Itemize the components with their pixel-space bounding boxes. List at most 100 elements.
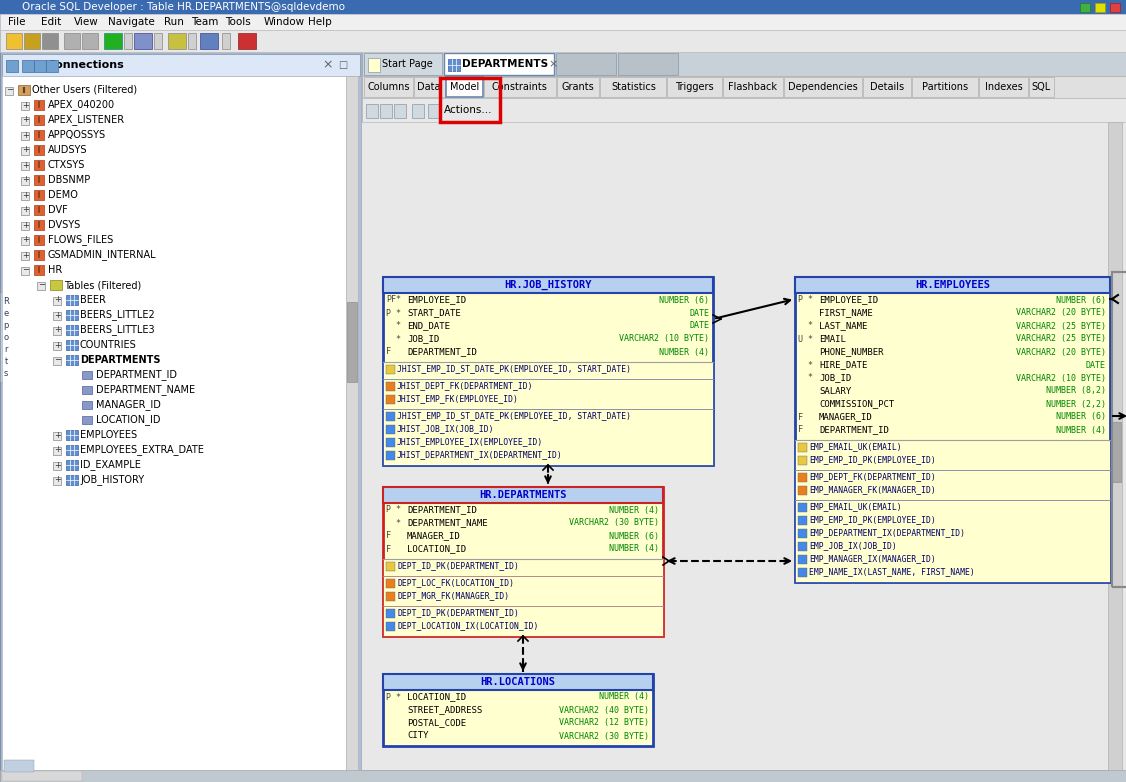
Text: LOCATION_ID: LOCATION_ID xyxy=(96,414,161,425)
Text: HR.EMPLOYEES: HR.EMPLOYEES xyxy=(915,280,990,290)
Text: JHIST_EMP_FK(EMPLOYEE_ID): JHIST_EMP_FK(EMPLOYEE_ID) xyxy=(397,394,519,404)
Text: FLOWS_FILES: FLOWS_FILES xyxy=(48,235,114,246)
Text: −: − xyxy=(23,266,29,274)
Text: END_DATE: END_DATE xyxy=(406,321,450,331)
Text: +: + xyxy=(54,325,61,335)
Bar xyxy=(188,33,196,49)
Text: DATE: DATE xyxy=(1085,361,1106,370)
Bar xyxy=(347,302,357,382)
Bar xyxy=(21,237,29,245)
Bar xyxy=(383,576,663,606)
Bar xyxy=(53,447,61,455)
Text: +: + xyxy=(54,296,61,304)
Text: NUMBER (4): NUMBER (4) xyxy=(609,544,659,554)
Text: START_DATE: START_DATE xyxy=(406,309,461,317)
Bar xyxy=(21,102,29,110)
Text: Edit: Edit xyxy=(42,17,62,27)
Bar xyxy=(34,160,44,170)
Text: DEPARTMENTS: DEPARTMENTS xyxy=(80,355,161,365)
Text: Help: Help xyxy=(309,17,332,27)
Text: Flashback: Flashback xyxy=(729,82,777,92)
Text: EMP_NAME_IX(LAST_NAME, FIRST_NAME): EMP_NAME_IX(LAST_NAME, FIRST_NAME) xyxy=(808,568,975,576)
Bar xyxy=(428,104,440,118)
Text: EMP_MANAGER_IX(MANAGER_ID): EMP_MANAGER_IX(MANAGER_ID) xyxy=(808,554,936,564)
Text: HR.DEPARTMENTS: HR.DEPARTMENTS xyxy=(480,490,566,500)
Bar xyxy=(34,235,44,245)
Text: BEERS_LITTLE2: BEERS_LITTLE2 xyxy=(80,310,154,321)
Bar xyxy=(53,312,61,320)
Bar xyxy=(361,98,1126,122)
Bar xyxy=(444,53,554,75)
Text: JHIST_DEPARTMENT_IX(DEPARTMENT_ID): JHIST_DEPARTMENT_IX(DEPARTMENT_ID) xyxy=(397,450,563,460)
Text: Connections: Connections xyxy=(48,60,125,70)
Text: NUMBER (4): NUMBER (4) xyxy=(599,693,649,701)
Bar xyxy=(0,0,1126,14)
Text: *: * xyxy=(386,518,401,528)
Text: □: □ xyxy=(338,60,347,70)
Bar xyxy=(34,145,44,155)
Text: DEPARTMENT_ID: DEPARTMENT_ID xyxy=(406,347,477,357)
Text: Details: Details xyxy=(870,82,904,92)
Bar xyxy=(383,409,713,465)
Text: ×: × xyxy=(548,59,557,69)
Bar xyxy=(863,77,911,97)
Text: Constraints: Constraints xyxy=(492,82,547,92)
Text: LAST_NAME: LAST_NAME xyxy=(819,321,867,331)
Bar xyxy=(1080,3,1090,12)
Bar xyxy=(21,117,29,125)
Text: EMP_JOB_IX(JOB_ID): EMP_JOB_IX(JOB_ID) xyxy=(808,541,896,551)
Text: F: F xyxy=(386,532,401,540)
Bar xyxy=(448,59,461,71)
Bar xyxy=(798,529,807,538)
Bar xyxy=(361,770,1108,782)
Text: +: + xyxy=(23,131,29,139)
Bar xyxy=(798,542,807,551)
Bar xyxy=(34,220,44,230)
Text: VARCHAR2 (20 BYTE): VARCHAR2 (20 BYTE) xyxy=(1016,309,1106,317)
Text: APEX_LISTENER: APEX_LISTENER xyxy=(48,114,125,125)
Bar xyxy=(0,0,1126,14)
Text: +: + xyxy=(54,475,61,485)
Bar xyxy=(386,562,395,571)
Text: p: p xyxy=(3,321,9,331)
Text: JHIST_EMPLOYEE_IX(EMPLOYEE_ID): JHIST_EMPLOYEE_IX(EMPLOYEE_ID) xyxy=(397,437,543,447)
Bar xyxy=(6,60,18,72)
Text: HR: HR xyxy=(48,265,62,275)
Text: NUMBER (6): NUMBER (6) xyxy=(1056,296,1106,304)
Text: Data: Data xyxy=(418,82,441,92)
Text: Team: Team xyxy=(191,17,218,27)
Text: P *: P * xyxy=(386,309,401,317)
Text: +: + xyxy=(23,160,29,170)
Bar xyxy=(2,54,360,76)
Bar xyxy=(798,456,807,465)
Text: VARCHAR2 (25 BYTE): VARCHAR2 (25 BYTE) xyxy=(1016,321,1106,331)
Text: NUMBER (4): NUMBER (4) xyxy=(659,347,709,357)
Bar xyxy=(46,60,59,72)
Text: Dependencies: Dependencies xyxy=(788,82,858,92)
Bar xyxy=(34,265,44,275)
Bar xyxy=(386,579,395,588)
Text: Tools: Tools xyxy=(224,17,250,27)
Bar xyxy=(66,475,78,485)
Bar xyxy=(104,33,122,49)
Text: Triggers: Triggers xyxy=(676,82,714,92)
Text: −: − xyxy=(6,85,14,95)
Text: STREET_ADDRESS: STREET_ADDRESS xyxy=(406,705,482,715)
Bar xyxy=(368,58,379,72)
Text: NUMBER (6): NUMBER (6) xyxy=(609,532,659,540)
Text: DEPT_LOC_FK(LOCATION_ID): DEPT_LOC_FK(LOCATION_ID) xyxy=(397,579,513,587)
Text: CTXSYS: CTXSYS xyxy=(48,160,86,170)
Bar xyxy=(798,503,807,512)
Bar xyxy=(21,192,29,200)
Bar xyxy=(5,760,34,772)
Bar xyxy=(34,60,46,72)
Text: Tables (Filtered): Tables (Filtered) xyxy=(64,280,141,290)
Text: Run: Run xyxy=(164,17,184,27)
Bar xyxy=(383,487,663,503)
Text: DEPARTMENT_NAME: DEPARTMENT_NAME xyxy=(406,518,488,528)
Text: +: + xyxy=(23,250,29,260)
Bar xyxy=(0,30,1126,52)
Bar xyxy=(2,771,82,781)
Bar xyxy=(1110,3,1120,12)
Bar xyxy=(798,443,807,452)
